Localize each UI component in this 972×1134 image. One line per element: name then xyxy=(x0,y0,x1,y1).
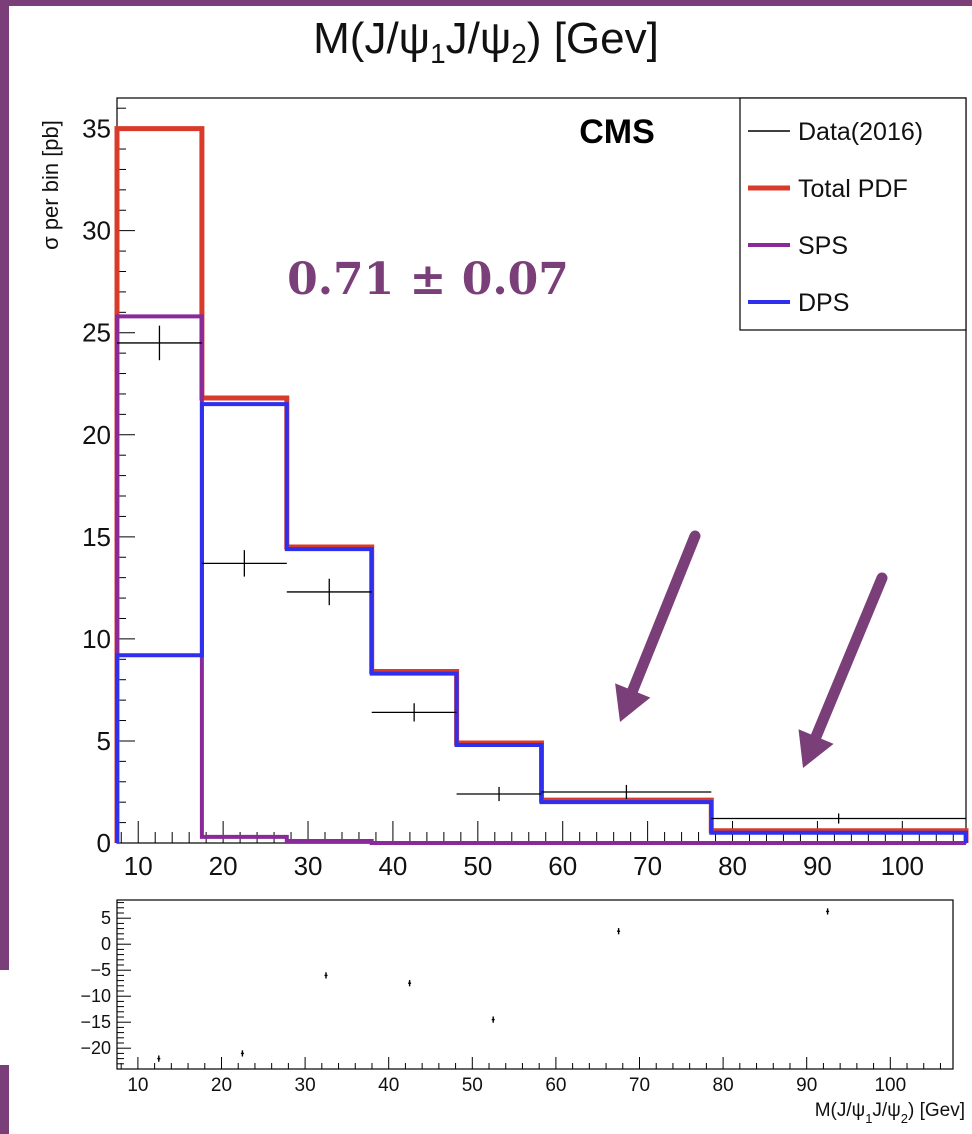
y-tick-label: 30 xyxy=(82,216,111,246)
y-axis-label: σ per bin [pb] xyxy=(38,120,63,250)
ratio-plot-frame xyxy=(116,899,954,1070)
arrow-shaft xyxy=(810,572,888,743)
x-tick-label: 50 xyxy=(463,851,492,881)
title-part: ) [Gev] xyxy=(526,14,659,63)
main-plot: 0 5 10 15 20 25 30 35 10 20 30 40 50 60 70 80 90 100 Data(… xyxy=(82,97,969,881)
top-accent-bar xyxy=(0,0,972,6)
x-tick-label: 90 xyxy=(803,851,832,881)
series-sps xyxy=(115,314,966,845)
title-subscript: 2 xyxy=(511,37,527,69)
x-tick-label: 80 xyxy=(718,851,747,881)
ratio-x-tick-label: 80 xyxy=(713,1075,734,1096)
arrow-head xyxy=(798,729,834,768)
legend-label: Total PDF xyxy=(798,175,908,203)
annotation-layer xyxy=(615,530,888,768)
chart-title: M(J/ψ1J/ψ2) [Gev] xyxy=(0,14,972,70)
legend-label: SPS xyxy=(798,232,848,260)
x-tick-label: 30 xyxy=(294,851,323,881)
ratio-x-tick-label: 70 xyxy=(629,1075,650,1096)
y-tick-label: 25 xyxy=(82,318,111,348)
y-tick-label: 20 xyxy=(82,420,111,450)
ratio-x-tick-label: 40 xyxy=(378,1075,399,1096)
ratio-y-tick-label: −20 xyxy=(80,1038,111,1058)
ratio-y-tick-label: 5 xyxy=(101,908,111,928)
x-tick-label: 70 xyxy=(633,851,662,881)
arrow-shaft xyxy=(627,530,701,696)
ratio-x-tick-label: 100 xyxy=(874,1075,906,1096)
title-part: M(J/ψ xyxy=(313,14,431,63)
left-accent-bar-top xyxy=(0,0,9,970)
x-tick-label: 60 xyxy=(548,851,577,881)
x-tick-label: 20 xyxy=(209,851,238,881)
x-tick-label: 100 xyxy=(881,851,924,881)
ratio-x-tick-label: 50 xyxy=(462,1075,483,1096)
x-axis-label: M(J/ψ1J/ψ2) [Gev] xyxy=(815,1100,965,1126)
ratio-x-tick-label: 30 xyxy=(295,1075,316,1096)
experiment-label: CMS xyxy=(579,113,655,151)
y-tick-label: 15 xyxy=(82,522,111,552)
title-subscript: 1 xyxy=(430,37,446,69)
ratio-x-tick-label: 90 xyxy=(796,1075,817,1096)
x-tick-label: 10 xyxy=(124,851,153,881)
y-tick-label: 10 xyxy=(82,624,111,654)
ratio-y-tick-label: −5 xyxy=(90,960,111,980)
left-accent-bar-bottom xyxy=(0,1065,9,1134)
legend-label: DPS xyxy=(798,289,849,317)
arrow-head xyxy=(615,683,651,722)
x-tick-label: 40 xyxy=(378,851,407,881)
ratio-x-tick-label: 60 xyxy=(545,1075,566,1096)
ratio-x-tick-label: 20 xyxy=(211,1075,232,1096)
ratio-y-tick-label: −15 xyxy=(80,1012,111,1032)
y-tick-label: 0 xyxy=(97,828,111,858)
ratio-y-tick-label: −10 xyxy=(80,986,111,1006)
legend-label: Data(2016) xyxy=(798,118,923,146)
fraction-annotation: 0.71 ± 0.07 xyxy=(287,254,569,305)
ratio-y-tick-label: 0 xyxy=(101,934,111,954)
series-dps xyxy=(115,402,968,843)
y-tick-label: 5 xyxy=(97,726,111,756)
ratio-x-tick-label: 10 xyxy=(127,1075,148,1096)
legend-box xyxy=(739,97,967,331)
y-tick-label: 35 xyxy=(82,114,111,144)
title-part: J/ψ xyxy=(445,14,512,63)
